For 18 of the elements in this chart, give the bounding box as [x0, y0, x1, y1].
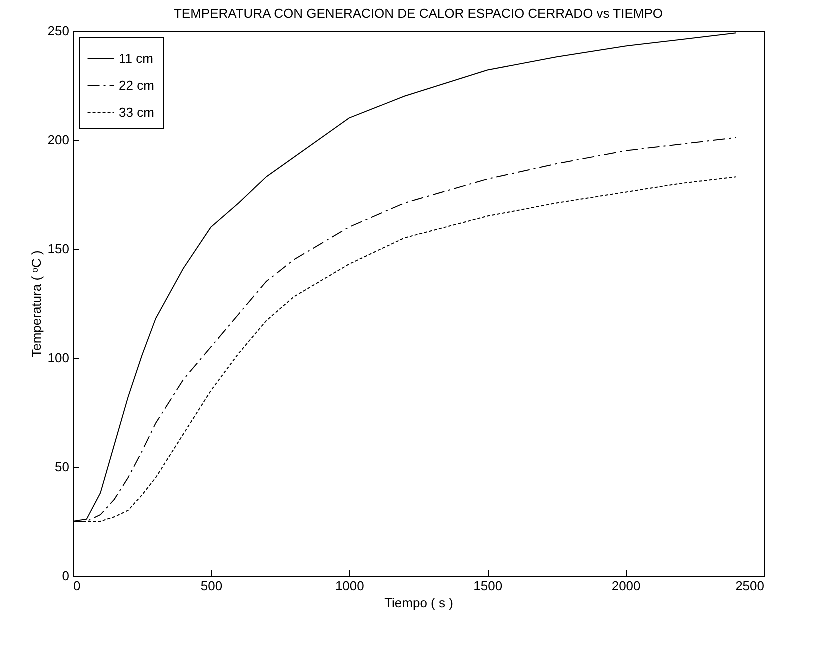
legend-label: 11 cm	[119, 51, 154, 66]
legend-label: 33 cm	[119, 105, 154, 120]
x-tick-label: 1000	[335, 578, 364, 594]
x-tick-label: 0	[74, 578, 81, 594]
chart-title: TEMPERATURA CON GENERACION DE CALOR ESPACIO CERRADO vs TIEMPO	[174, 6, 664, 21]
legend-label: 22 cm	[119, 78, 154, 93]
y-tick-label: 50	[55, 460, 70, 474]
x-tick-label: 2500	[736, 578, 764, 594]
x-tick-label: 1500	[474, 578, 503, 594]
y-tick-label: 100	[48, 350, 70, 366]
y-tick-label: 200	[48, 132, 70, 148]
x-axis-title: Tiempo ( s )	[384, 596, 454, 610]
x-tick-label: 500	[200, 578, 223, 594]
x-tick-label: 2000	[612, 578, 641, 594]
y-axis-title: Temperatura ( ᵒC )	[28, 250, 44, 358]
y-tick-label: 250	[48, 24, 70, 38]
y-tick-label: 0	[62, 568, 70, 584]
y-tick-label: 150	[48, 242, 70, 256]
